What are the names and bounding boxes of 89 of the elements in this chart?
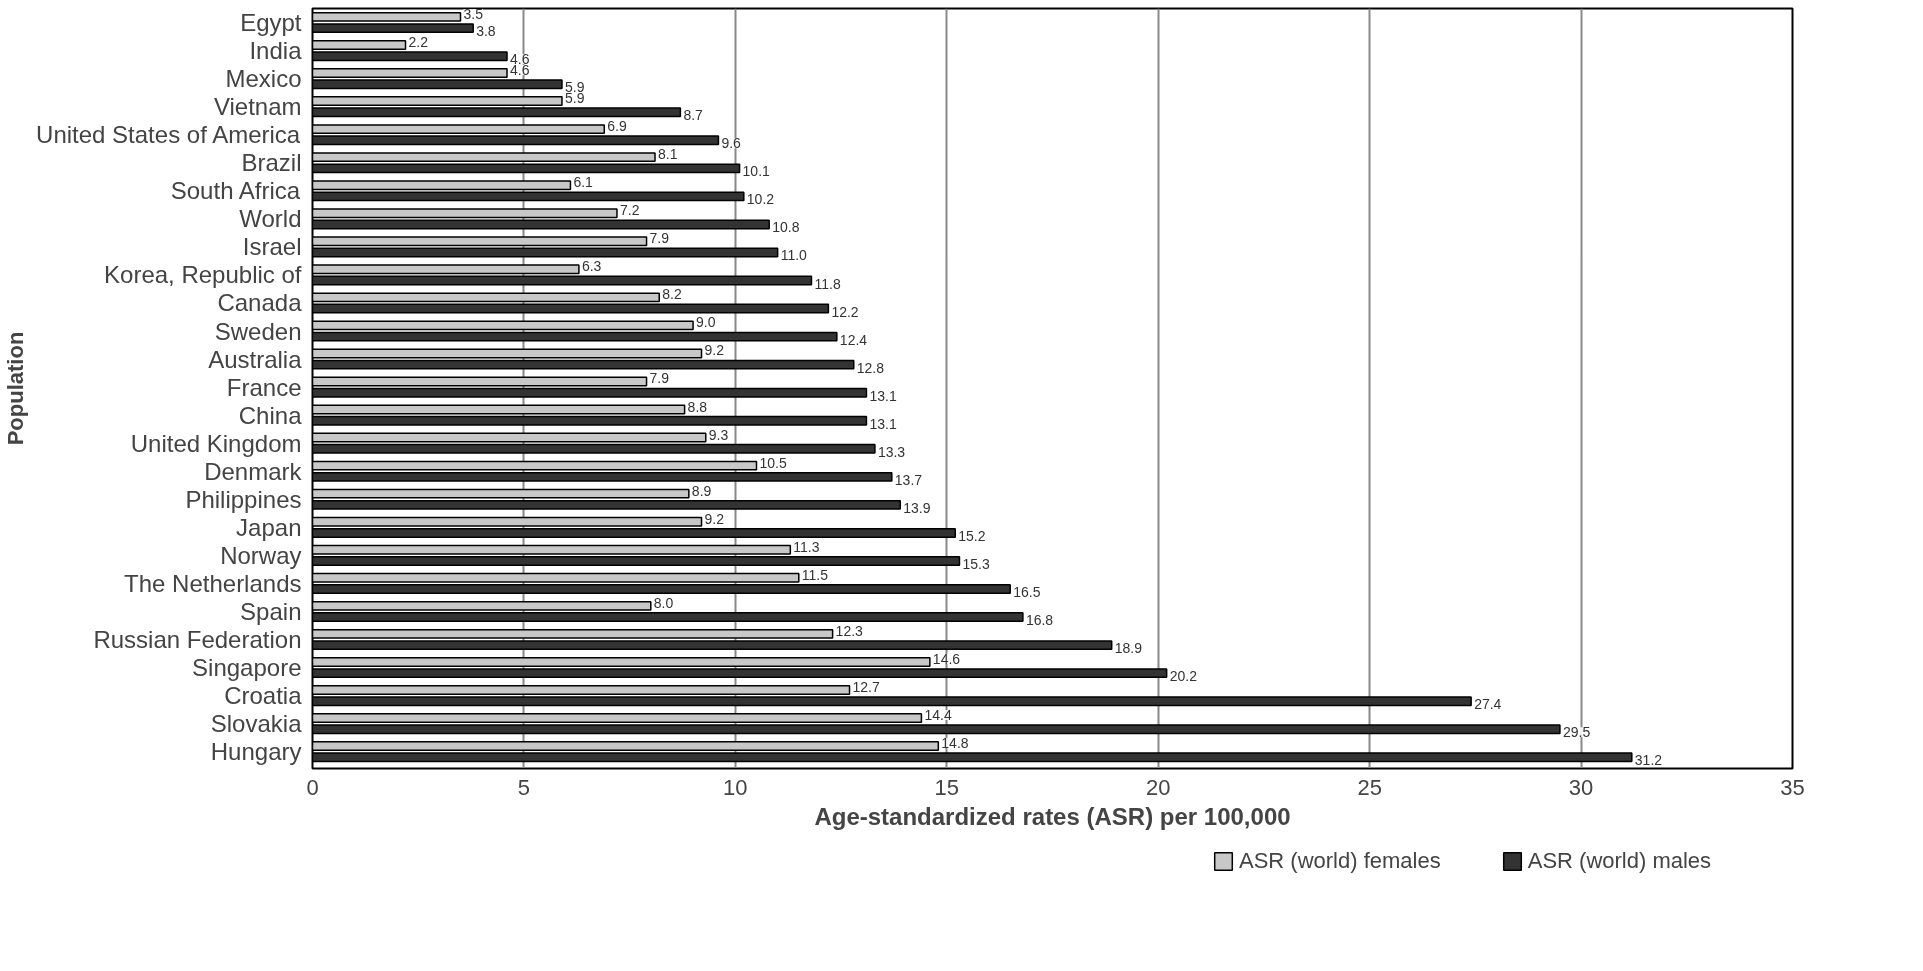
data-label: 10.2 [746,191,775,208]
data-label: 10.8 [772,219,800,236]
y-tick-label: France [226,373,302,401]
data-label: 13.9 [903,499,931,516]
y-tick-label: Mexico [225,65,302,93]
data-label: 12.3 [835,622,864,639]
data-label: 15.2 [958,527,986,544]
data-label: 20.2 [1169,668,1198,685]
data-label: 8.9 [691,482,712,499]
data-label: 12.7 [852,678,880,695]
data-label: 12.8 [856,359,885,376]
data-label: 18.9 [1114,640,1143,657]
data-label: 29.5 [1562,724,1591,741]
y-tick-label: United Kingdom [130,429,302,457]
data-label: 8.0 [653,594,674,611]
y-tick-label: Sweden [214,317,302,345]
x-tick-label: 0 [306,774,319,800]
data-label: 6.1 [573,174,594,191]
y-tick-label: South Africa [170,177,301,205]
y-tick-label: China [238,401,303,429]
data-label: 11.3 [793,538,820,555]
x-tick-label: 30 [1568,774,1594,800]
data-label: 14.4 [924,707,952,724]
y-tick-label: World [239,205,302,233]
data-label: 6.3 [581,258,602,275]
y-tick-label: Hungary [210,738,302,766]
x-tick-label: 5 [517,774,531,800]
data-label: 8.2 [662,286,682,303]
y-tick-label: Korea, Republic of [104,261,302,289]
data-label: 14.8 [941,735,969,752]
data-label: 13.7 [894,471,923,488]
data-label: 10.1 [742,163,771,180]
x-tick-label: 20 [1145,774,1171,800]
data-label: 15.3 [962,555,990,572]
data-label: 16.8 [1025,612,1054,629]
data-label: 8.8 [687,398,708,415]
y-tick-label: Denmark [204,457,303,485]
data-label: 14.6 [932,650,961,667]
y-tick-label: Australia [208,345,303,373]
data-label: 2.2 [408,33,429,50]
data-label: 8.7 [683,107,704,124]
data-label: 9.2 [704,342,725,359]
data-label: 7.9 [649,370,670,387]
data-label: 27.4 [1474,696,1502,713]
data-label: 3.8 [476,23,496,40]
y-tick-label: Croatia [224,682,303,710]
data-label: 9.0 [696,314,716,331]
y-tick-label: Vietnam [213,93,302,121]
data-label: 9.6 [721,135,742,152]
y-tick-label: Japan [236,513,302,541]
data-label: 12.4 [839,331,868,348]
data-label: 13.1 [869,387,897,404]
data-label: 13.1 [869,415,897,432]
data-label: 11.0 [780,247,808,264]
data-label: 7.2 [619,202,640,219]
legend-label: ASR (world) females [1239,848,1441,874]
y-tick-label: United States of America [36,121,301,149]
y-tick-label: Philippines [185,485,302,513]
data-label: 9.3 [708,426,729,443]
y-tick-label: Slovakia [210,710,303,738]
y-tick-label: Brazil [241,149,302,177]
y-tick-label: Canada [217,289,303,317]
y-tick-label: Egypt [240,9,302,37]
data-label: 13.3 [877,443,906,460]
data-label: 11.8 [814,275,841,292]
data-label: 3.5 [463,5,484,22]
data-label: 9.2 [704,510,725,527]
data-label: 8.1 [658,146,678,163]
x-tick-label: 25 [1357,774,1382,800]
y-tick-label: Spain [240,597,302,625]
data-label: 16.5 [1013,584,1041,601]
data-label: 10.5 [759,454,787,471]
x-tick-label: 15 [934,774,960,800]
y-tick-label: Russian Federation [93,626,302,653]
y-axis-title: Population [3,331,29,446]
y-tick-label: The Netherlands [124,569,302,597]
x-axis-title: Age-standardized rates (ASR) per 100,000 [814,802,1291,830]
y-tick-label: Norway [220,541,302,569]
x-tick-label: 10 [723,774,748,800]
legend-label: ASR (world) males [1527,848,1712,874]
y-tick-label: Israel [242,233,302,261]
x-tick-label: 35 [1780,774,1805,800]
data-label: 12.2 [831,303,859,320]
y-tick-label: Singapore [192,654,302,682]
y-tick-label: India [249,37,303,65]
data-label: 31.2 [1634,752,1663,769]
data-label: 11.5 [801,566,829,583]
data-label: 6.9 [607,118,627,135]
data-label: 7.9 [649,230,670,247]
